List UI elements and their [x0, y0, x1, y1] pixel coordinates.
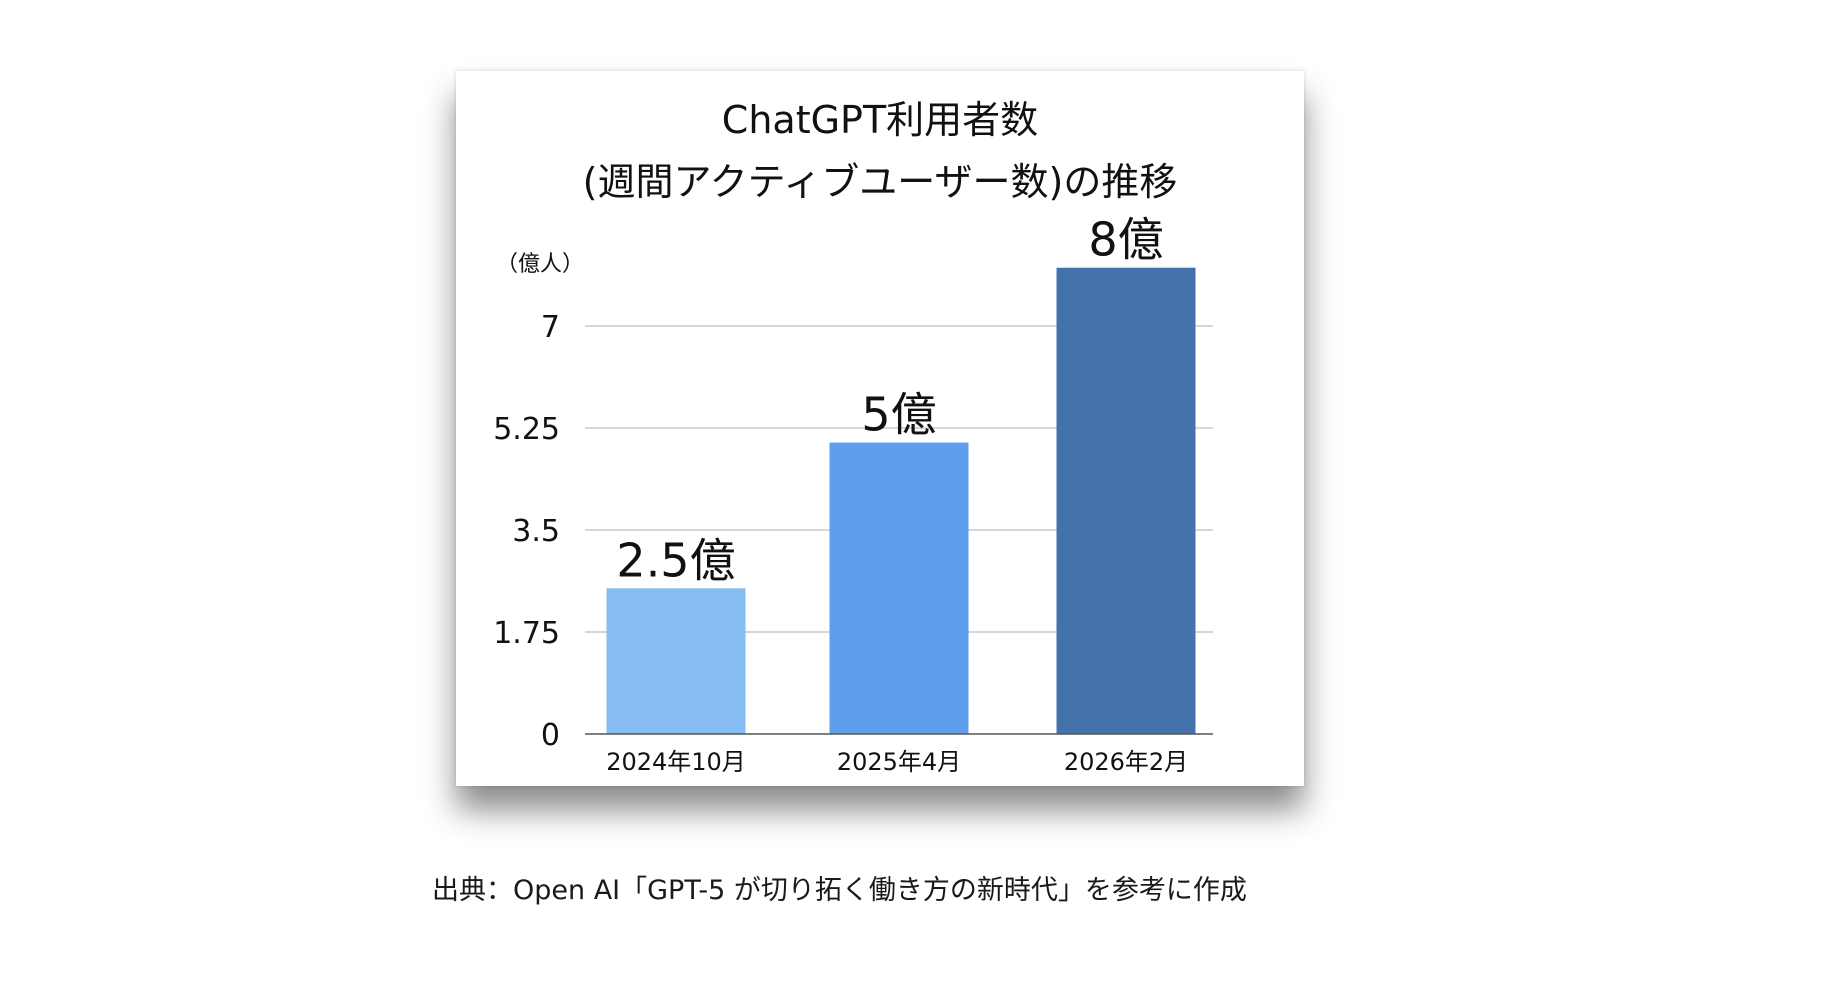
bar-1	[606, 588, 746, 734]
bar-chart: ChatGPT利用者数 (週間アクティブユーザー数)の推移 （億人） 0 1.75 3…	[493, 98, 1213, 776]
bar-3	[1056, 267, 1196, 734]
chart-title-line-1: ChatGPT利用者数	[722, 98, 1038, 142]
bars	[606, 267, 1196, 734]
x-category-label-2: 2025年4月	[837, 748, 961, 776]
y-tick-label: 5.25	[493, 412, 560, 447]
y-axis-unit: （億人）	[496, 252, 584, 277]
x-category-label-3: 2026年2月	[1064, 748, 1188, 776]
x-axis-categories: 2024年10月 2025年4月 2026年2月	[606, 748, 1188, 776]
y-tick-label: 3.5	[512, 514, 560, 549]
data-label-3: 8億	[1088, 213, 1163, 267]
chart-title-line-2: (週間アクティブユーザー数)の推移	[583, 160, 1178, 204]
bar-2	[829, 442, 969, 734]
y-axis-ticks: 0 1.75 3.5 5.25 7	[493, 310, 560, 753]
data-label-1: 2.5億	[616, 533, 735, 587]
y-axis-unit-label: （億人）	[496, 252, 584, 277]
y-tick-label: 1.75	[493, 616, 560, 651]
data-labels: 2.5億 5億 8億	[616, 213, 1163, 588]
data-label-2: 5億	[861, 388, 936, 442]
y-tick-label: 0	[541, 718, 560, 753]
chart-card: ChatGPT利用者数 (週間アクティブユーザー数)の推移 （億人） 0 1.75 3…	[456, 71, 1304, 786]
source-caption: 出典：Open AI「GPT-5 が切り拓く働き方の新時代」を参考に作成	[432, 875, 1247, 906]
chart-title: ChatGPT利用者数 (週間アクティブユーザー数)の推移	[583, 98, 1178, 204]
x-category-label-1: 2024年10月	[606, 748, 746, 776]
y-tick-label: 7	[541, 310, 560, 345]
